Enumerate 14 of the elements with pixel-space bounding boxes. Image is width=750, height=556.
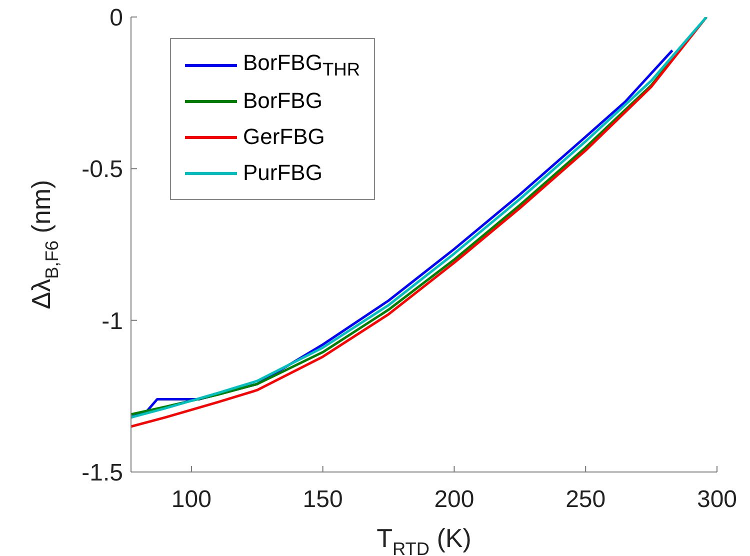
y-tick-label: -1 <box>102 308 123 335</box>
x-tick-label: 200 <box>434 486 474 514</box>
x-tick-label: 250 <box>566 486 606 514</box>
y-tick-label: -0.5 <box>82 156 123 184</box>
x-tick-label: 100 <box>171 486 212 514</box>
y-axis-title: ΔλB,F6 (nm) <box>26 180 62 310</box>
legend-label: GerFBG <box>243 124 325 150</box>
legend-label: BorFBG$_{THR}$ <box>243 50 360 80</box>
y-tick-label: 0 <box>110 4 123 32</box>
legend-label: BorFBG <box>243 88 322 114</box>
legend-label: PurFBG <box>243 160 322 186</box>
x-tick-label: 300 <box>696 486 738 514</box>
x-tick-label: 150 <box>302 486 343 514</box>
y-tick-label: -1.5 <box>82 460 123 487</box>
